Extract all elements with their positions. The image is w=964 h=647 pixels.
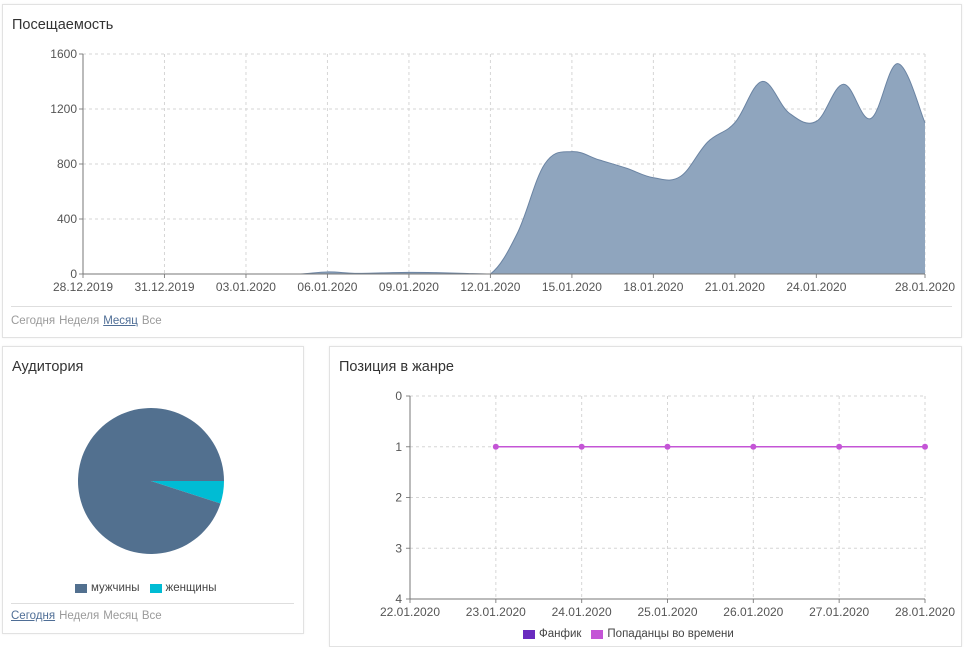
audience-title: Аудитория	[12, 359, 84, 375]
genre-point-1-3[interactable]	[750, 443, 757, 450]
visits-xtick-label-3: 06.01.2020	[297, 280, 357, 294]
genre-point-1-2[interactable]	[664, 443, 671, 450]
visits-panel: Посещаемость 0 400 800 1200 1600 28.12.2019 31…	[2, 4, 962, 338]
genre-point-1-4[interactable]	[836, 443, 843, 450]
genre-legend-swatch-0	[523, 629, 535, 639]
genre-point-1-0[interactable]	[492, 443, 499, 450]
pie-legend-swatch-1	[149, 583, 162, 593]
genre-ytick-label-1: 1	[395, 440, 402, 454]
genre-ytick-label-0: 0	[395, 389, 402, 403]
visits-xtick-label-4: 09.01.2020	[379, 280, 439, 294]
visits-period-tab-0[interactable]: Сегодня	[11, 315, 56, 327]
audience-period-tab-0[interactable]: Сегодня	[11, 610, 56, 622]
visits-ytick-label-2: 800	[57, 157, 77, 171]
genre-grid	[409, 395, 926, 600]
genre-position-line-chart: 0 1 2 3 422.01.2020 23.01.2020 24.01.2020 25.01…	[380, 389, 955, 619]
visits-ytick-label-0: 0	[70, 267, 77, 281]
audience-period-tabs: Сегодня Неделя Месяц Все	[11, 610, 162, 622]
audience-panel: Аудитория мужчины женщины Сегодня Неделя Ме…	[2, 346, 304, 634]
genre-position-title: Позиция в жанре	[339, 359, 454, 375]
audience-period-tab-2[interactable]: Месяц	[103, 610, 138, 622]
visits-period-tab-1[interactable]: Неделя	[59, 315, 100, 327]
genre-point-1-5[interactable]	[922, 443, 928, 450]
genre-xtick-label-3: 25.01.2020	[637, 605, 697, 619]
pie-legend-item-0[interactable]: мужчины	[75, 582, 140, 594]
genre-position-panel: Позиция в жанре 0 1 2 3 4 22.01.2020 23.01.202…	[329, 346, 962, 647]
genre-legend-label-1: Попаданцы во времени	[607, 628, 734, 640]
genre-legend-swatch-1	[591, 629, 604, 639]
audience-legend: мужчины женщины	[75, 582, 216, 594]
genre-xtick-label-4: 26.01.2020	[723, 605, 783, 619]
genre-legend: Фанфик Попаданцы во времени	[523, 628, 734, 640]
visits-period-tabs: Сегодня Неделя Месяц Все	[11, 315, 162, 327]
visits-area-chart: 0 400 800 1200 1600 28.12.2019 31.12.2019 03.01…	[50, 47, 955, 294]
visits-xtick-label-6: 15.01.2020	[542, 280, 602, 294]
genre-legend-label-0: Фанфик	[539, 628, 582, 640]
visits-period-tab-3[interactable]: Все	[141, 315, 162, 327]
genre-xtick-label-0: 22.01.2020	[380, 605, 440, 619]
visits-xtick-label-1: 31.12.2019	[134, 280, 194, 294]
genre-legend-item-1[interactable]: Попаданцы во времени	[591, 628, 734, 640]
genre-ytick-label-3: 3	[395, 541, 402, 555]
audience-period-tab-3[interactable]: Все	[141, 610, 162, 622]
pie-slice-0[interactable]	[78, 407, 224, 554]
genre-ytick-label-4: 4	[395, 592, 402, 606]
visits-period-tab-2[interactable]: Месяц	[103, 315, 138, 327]
genre-ytick-label-2: 2	[395, 491, 402, 505]
visits-xtick-label-8: 21.01.2020	[705, 280, 765, 294]
genre-xtick-label-5: 27.01.2020	[809, 605, 869, 619]
visits-ytick-label-1: 400	[57, 212, 77, 226]
audience-pie-chart	[78, 407, 224, 554]
visits-divider	[11, 306, 952, 307]
genre-legend-item-0[interactable]: Фанфик	[523, 628, 581, 640]
genre-xtick-label-6: 28.01.2020	[895, 605, 955, 619]
visits-xtick-label-9: 24.01.2020	[786, 280, 846, 294]
pie-legend-swatch-0	[75, 583, 87, 593]
genre-point-1-1[interactable]	[578, 443, 585, 450]
visits-xtick-label-7: 18.01.2020	[623, 280, 683, 294]
genre-xtick-label-2: 24.01.2020	[552, 605, 612, 619]
audience-period-tab-1[interactable]: Неделя	[59, 610, 100, 622]
visits-xtick-label-0: 28.12.2019	[53, 280, 113, 294]
visits-ytick-label-4: 1600	[50, 47, 77, 61]
pie-legend-label-1: женщины	[165, 582, 217, 594]
visits-xtick-label-2: 03.01.2020	[216, 280, 276, 294]
visits-xtick-label-10: 28.01.2020	[895, 280, 955, 294]
visits-ytick-label-3: 1200	[50, 102, 77, 116]
genre-xtick-label-1: 23.01.2020	[466, 605, 526, 619]
pie-legend-item-1[interactable]: женщины	[149, 582, 217, 594]
pie-slice-1[interactable]	[151, 481, 224, 504]
audience-divider	[11, 603, 294, 604]
visits-xtick-label-5: 12.01.2020	[460, 280, 520, 294]
visits-title: Посещаемость	[12, 17, 114, 33]
visits-area	[83, 63, 925, 274]
pie-legend-label-0: мужчины	[91, 582, 140, 594]
